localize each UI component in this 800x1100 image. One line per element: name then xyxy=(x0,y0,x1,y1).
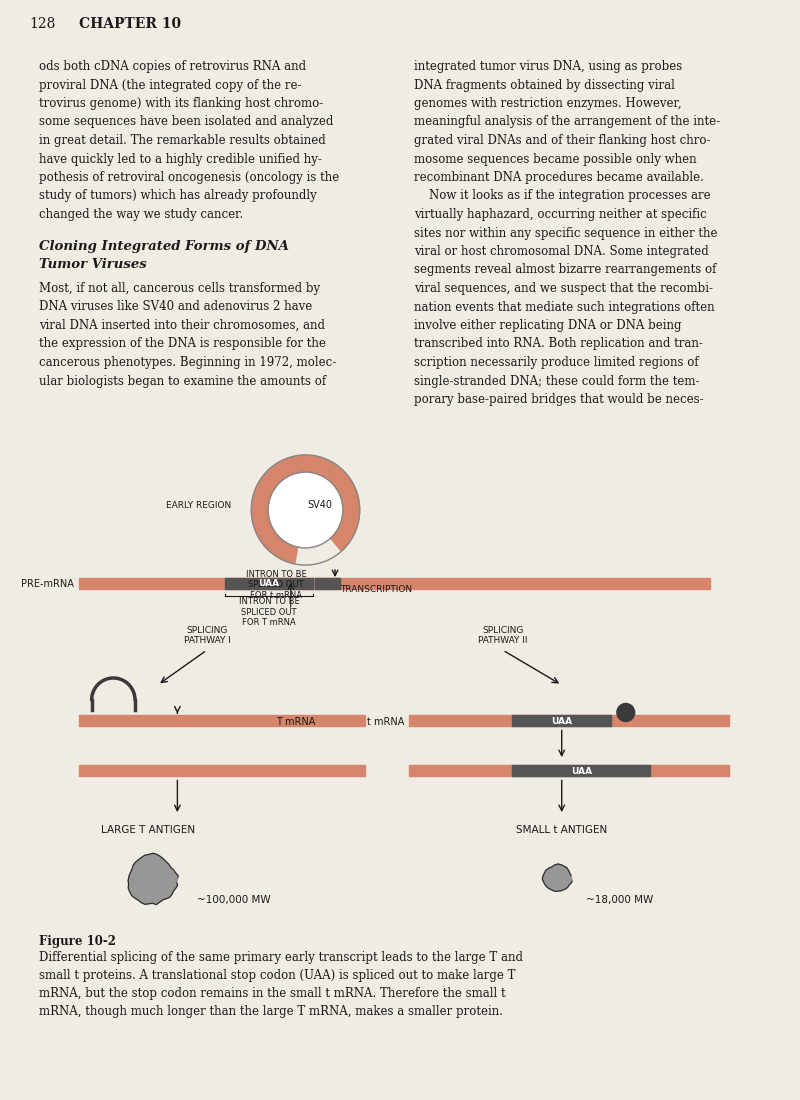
Text: INTRON TO BE
SPLICED OUT
FOR t mRNA: INTRON TO BE SPLICED OUT FOR t mRNA xyxy=(246,570,306,600)
Text: INTRON TO BE
SPLICED OUT
FOR T mRNA: INTRON TO BE SPLICED OUT FOR T mRNA xyxy=(238,597,299,627)
Text: Figure 10-2: Figure 10-2 xyxy=(39,935,117,948)
Text: SPLICING
PATHWAY I: SPLICING PATHWAY I xyxy=(183,626,230,645)
Circle shape xyxy=(617,704,634,722)
Wedge shape xyxy=(296,539,340,565)
Text: t mRNA: t mRNA xyxy=(366,717,404,727)
FancyBboxPatch shape xyxy=(513,764,650,776)
Polygon shape xyxy=(542,864,572,891)
Text: UAA: UAA xyxy=(551,716,572,726)
Text: Most, if not all, cancerous cells transformed by
DNA viruses like SV40 and adeno: Most, if not all, cancerous cells transf… xyxy=(39,282,337,387)
Polygon shape xyxy=(128,854,178,904)
Text: ~18,000 MW: ~18,000 MW xyxy=(586,895,654,905)
Circle shape xyxy=(251,455,360,565)
Text: Cloning Integrated Forms of DNA: Cloning Integrated Forms of DNA xyxy=(39,240,290,253)
Text: UAA: UAA xyxy=(258,580,279,588)
FancyBboxPatch shape xyxy=(79,715,365,726)
FancyBboxPatch shape xyxy=(79,764,365,776)
FancyBboxPatch shape xyxy=(409,764,730,776)
FancyBboxPatch shape xyxy=(513,715,611,726)
FancyBboxPatch shape xyxy=(225,578,314,588)
Text: T mRNA: T mRNA xyxy=(276,717,315,727)
Text: SPLICING
PATHWAY II: SPLICING PATHWAY II xyxy=(478,626,527,645)
Text: integrated tumor virus DNA, using as probes
DNA fragments obtained by dissecting: integrated tumor virus DNA, using as pro… xyxy=(414,60,720,406)
FancyBboxPatch shape xyxy=(315,578,340,588)
Text: SV40: SV40 xyxy=(308,500,333,510)
Text: Differential splicing of the same primary early transcript leads to the large T : Differential splicing of the same primar… xyxy=(39,952,523,1018)
Text: Tumor Viruses: Tumor Viruses xyxy=(39,258,147,271)
Text: ~100,000 MW: ~100,000 MW xyxy=(197,895,270,905)
Text: ods both cDNA copies of retrovirus RNA and
proviral DNA (the integrated copy of : ods both cDNA copies of retrovirus RNA a… xyxy=(39,60,340,221)
Text: UAA: UAA xyxy=(571,767,592,775)
FancyBboxPatch shape xyxy=(409,715,730,726)
Text: LARGE T ANTIGEN: LARGE T ANTIGEN xyxy=(101,825,195,835)
Text: EARLY REGION: EARLY REGION xyxy=(166,500,231,509)
Text: TRANSCRIPTION: TRANSCRIPTION xyxy=(340,585,412,594)
Text: CHAPTER 10: CHAPTER 10 xyxy=(79,16,181,31)
Text: PRE-mRNA: PRE-mRNA xyxy=(21,579,74,588)
FancyBboxPatch shape xyxy=(79,578,710,588)
Text: SMALL t ANTIGEN: SMALL t ANTIGEN xyxy=(516,825,607,835)
Text: 128: 128 xyxy=(30,16,56,31)
